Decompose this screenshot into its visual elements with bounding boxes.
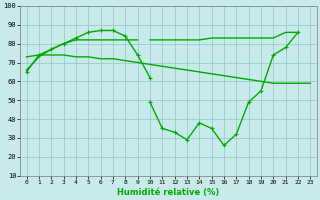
X-axis label: Humidité relative (%): Humidité relative (%): [117, 188, 220, 197]
